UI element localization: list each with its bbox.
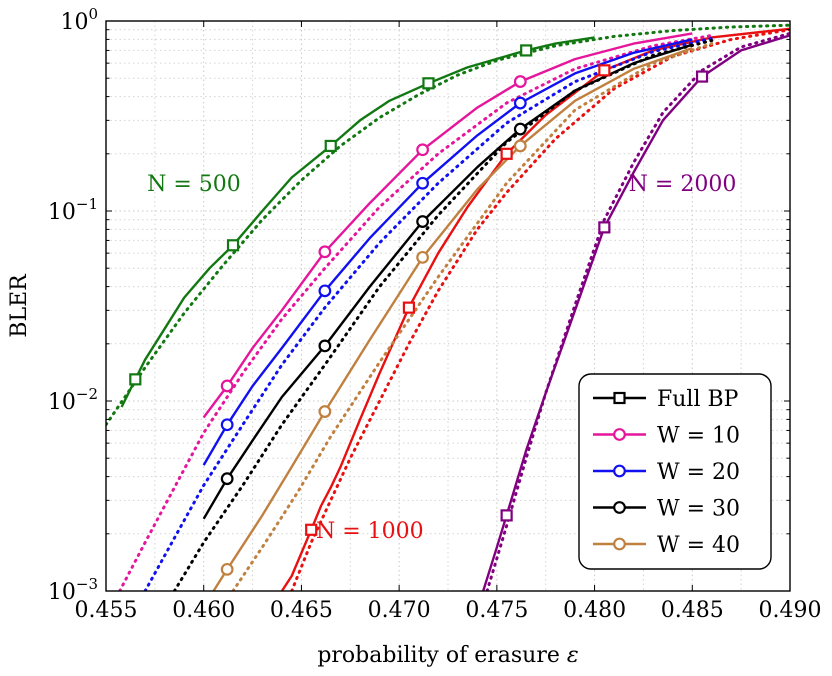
marker-n-2000-full-bp xyxy=(598,221,611,234)
series-line-n-500-asymptotic xyxy=(106,23,790,427)
legend-label: W = 20 xyxy=(657,460,740,485)
marker-w-20 xyxy=(416,176,429,190)
legend: Full BP W = 10 W = 20 W = 30 W = 40 xyxy=(578,373,772,570)
legend-entry-w-10: W = 10 xyxy=(593,424,740,449)
x-tick-label: 0.470 xyxy=(368,598,431,623)
annotation-n-1000: N = 1000 xyxy=(316,519,424,544)
legend-marker xyxy=(613,391,626,405)
series-lines xyxy=(106,23,790,591)
x-tick-label: 0.475 xyxy=(465,598,528,623)
plot-frame xyxy=(105,20,791,592)
legend-entry-w-30: W = 30 xyxy=(593,497,740,522)
series-line-n-2000-asymptotic xyxy=(485,31,790,591)
x-tick-label: 0.480 xyxy=(563,598,626,623)
y-tick-label: 10−2 xyxy=(48,385,98,415)
marker-w-10 xyxy=(318,245,332,259)
series-line-w-10 xyxy=(202,32,693,419)
annotations: N = 500 N = 1000 N = 2000 xyxy=(147,172,736,544)
marker-w-40 xyxy=(220,562,234,576)
series-line-w-40-asymptotic xyxy=(231,42,714,591)
annotation-n-500: N = 500 xyxy=(147,172,241,197)
series-line-w-20 xyxy=(202,38,693,466)
x-tick-label: 0.460 xyxy=(172,598,235,623)
y-tick-labels: 10−3 10−2 10−1 100 xyxy=(48,5,98,605)
marker-n-500-full-bp xyxy=(520,44,533,57)
marker-n-500-full-bp xyxy=(324,139,337,153)
series-line-w-10-asymptotic xyxy=(118,33,714,591)
marker-w-10 xyxy=(416,143,429,157)
marker-n-500-full-bp xyxy=(422,77,435,90)
marker-w-40 xyxy=(513,139,527,153)
marker-w-30 xyxy=(416,215,429,228)
marker-w-30 xyxy=(220,472,234,486)
x-tick-label: 0.465 xyxy=(270,598,333,623)
series-line-w-30-asymptotic xyxy=(172,39,714,591)
y-tick-label: 100 xyxy=(60,5,98,35)
legend-marker xyxy=(613,501,626,514)
x-axis-label: probability of erasure ε xyxy=(317,643,578,668)
marker-w-30 xyxy=(318,339,332,353)
legend-entry-w-40: W = 40 xyxy=(593,533,740,558)
y-tick-label: 10−1 xyxy=(48,195,98,225)
legend-marker xyxy=(613,464,626,478)
marker-w-20 xyxy=(220,418,234,432)
marker-n-500-full-bp xyxy=(226,239,240,252)
x-tick-labels: 0.455 0.460 0.465 0.470 0.475 0.480 0.485 0.490 xyxy=(75,598,822,623)
x-tick-label: 0.455 xyxy=(75,598,138,623)
grid-lines xyxy=(105,21,791,591)
marker-n-500-full-bp xyxy=(129,373,142,386)
annotation-n-2000: N = 2000 xyxy=(629,172,737,197)
marker-n-1000-full-bp xyxy=(598,64,611,77)
y-axis-label: BLER xyxy=(7,273,32,338)
series-line-w-20-asymptotic xyxy=(143,36,714,591)
marker-w-10 xyxy=(513,75,527,88)
marker-w-30 xyxy=(513,122,527,136)
legend-label: Full BP xyxy=(657,387,739,412)
legend-marker xyxy=(613,428,626,441)
x-tick-label: 0.490 xyxy=(759,598,822,623)
legend-label: W = 40 xyxy=(657,533,740,558)
series-line-n-500-full-bp xyxy=(120,36,595,408)
series-markers xyxy=(129,44,709,576)
axis-ticks xyxy=(105,20,791,592)
marker-w-20 xyxy=(318,284,332,298)
epsilon-symbol: ε xyxy=(567,643,579,668)
marker-n-2000-full-bp xyxy=(500,509,513,522)
legend-entry-w-20: W = 20 xyxy=(593,460,740,485)
marker-n-2000-full-bp xyxy=(695,70,709,83)
marker-w-10 xyxy=(220,379,234,393)
x-tick-label: 0.485 xyxy=(661,598,724,623)
legend-box xyxy=(578,373,772,570)
legend-marker xyxy=(613,537,626,551)
marker-w-40 xyxy=(416,250,429,264)
series-line-n-1000-asymptotic xyxy=(290,28,790,591)
legend-label: W = 10 xyxy=(657,424,740,449)
marker-n-1000-full-bp xyxy=(305,523,318,536)
marker-w-40 xyxy=(318,405,332,418)
legend-label: W = 30 xyxy=(657,497,740,522)
marker-w-20 xyxy=(513,96,527,110)
marker-n-1000-full-bp xyxy=(500,147,513,160)
y-tick-label: 10−3 xyxy=(48,575,98,605)
legend-entry-full-bp: Full BP xyxy=(593,387,739,412)
series-line-w-40 xyxy=(212,46,693,591)
marker-n-1000-full-bp xyxy=(402,301,416,314)
